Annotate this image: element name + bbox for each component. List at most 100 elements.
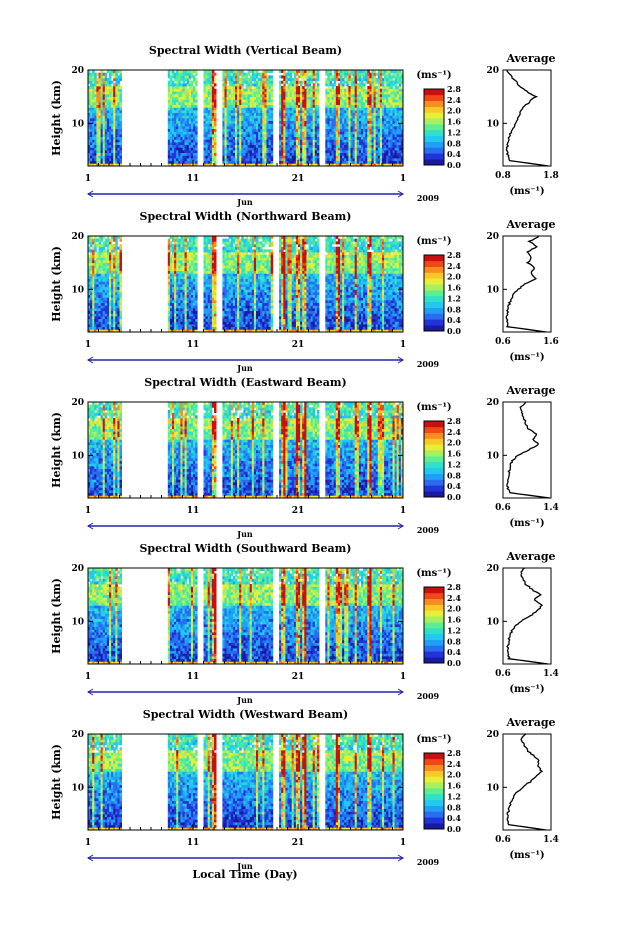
average-y-tick-label: 10 [486, 119, 499, 129]
colorbar-tick-label: 1.6 [447, 117, 461, 127]
colorbar-unit: (ms⁻¹) [416, 402, 451, 413]
colorbar-segment [424, 261, 444, 267]
colorbar-tick-label: 2.0 [447, 272, 461, 282]
x-tick-label: 11 [187, 174, 200, 184]
colorbar-segment [424, 628, 444, 634]
heatmap-cells [88, 236, 403, 332]
x-tick-label: 21 [292, 340, 305, 350]
colorbar-tick-label: 2.0 [447, 604, 461, 614]
average-y-tick-label: 20 [486, 232, 499, 242]
average-frame [503, 236, 551, 332]
y-tick-label: 10 [71, 783, 84, 793]
y-tick-label: 20 [71, 232, 84, 242]
x-tick-label: 21 [292, 838, 305, 848]
x-tick-label: 11 [187, 340, 200, 350]
year-label: 2009 [417, 857, 440, 867]
average-x-tick-label: 1.4 [543, 835, 559, 845]
average-unit: (ms⁻¹) [509, 186, 544, 197]
average-y-tick-label: 10 [486, 617, 499, 627]
year-label: 2009 [417, 525, 440, 535]
colorbar-tick-label: 2.4 [447, 261, 461, 271]
colorbar-segment [424, 142, 444, 148]
panel-title: Spectral Width (Eastward Beam) [144, 376, 346, 389]
colorbar-segment [424, 462, 444, 468]
x-tick-label: 11 [187, 838, 200, 848]
colorbar-segment [424, 439, 444, 445]
colorbar-segment [424, 325, 444, 331]
x-tick-label: 1 [85, 340, 91, 350]
colorbar-segment [424, 302, 444, 308]
average-x-tick-label: 0.6 [495, 337, 511, 347]
colorbar-segment [424, 806, 444, 812]
panel-3: Spectral Width (Eastward Beam)Height (km… [50, 376, 559, 539]
x-tick-label: 21 [292, 174, 305, 184]
colorbar-segment [424, 296, 444, 302]
colorbar-tick-label: 2.4 [447, 593, 461, 603]
figure-canvas: Spectral Width (Vertical Beam) Height (km… [0, 0, 623, 931]
heatmap-cells [88, 568, 403, 664]
colorbar-tick-label: 2.8 [447, 250, 461, 260]
colorbar-tick-label: 0.4 [447, 481, 461, 491]
colorbar-segment [424, 474, 444, 480]
colorbar-segment [424, 118, 444, 124]
colorbar-tick-label: 2.0 [447, 770, 461, 780]
colorbar-unit: (ms⁻¹) [416, 734, 451, 745]
colorbar-tick-label: 2.8 [447, 748, 461, 758]
y-axis-label: Height (km) [50, 80, 63, 156]
panel-5: Spectral Width (Westward Beam)Height (km… [50, 708, 559, 871]
year-label: 2009 [417, 359, 440, 369]
average-unit: (ms⁻¹) [509, 684, 544, 695]
colorbar-tick-label: 2.8 [447, 582, 461, 592]
average-unit: (ms⁻¹) [509, 518, 544, 529]
average-title: Average [505, 384, 555, 397]
y-axis-label: Height (km) [50, 578, 63, 654]
colorbar-segment [424, 421, 444, 427]
average-y-tick-label: 20 [486, 66, 499, 76]
spectral-width-figure: Spectral Width (Vertical Beam) Height (km… [0, 0, 623, 931]
colorbar-tick-label: 0.8 [447, 636, 461, 646]
colorbar-segment [424, 101, 444, 107]
x-tick-label: 1 [400, 340, 406, 350]
colorbar-segment [424, 800, 444, 806]
colorbar-segment [424, 622, 444, 628]
colorbar-segment [424, 753, 444, 759]
colorbar-tick-label: 0.0 [447, 160, 461, 170]
y-tick-label: 10 [71, 451, 84, 461]
average-x-tick-label: 0.8 [495, 171, 511, 181]
x-tick-label: 1 [400, 838, 406, 848]
average-title: Average [505, 716, 555, 729]
average-x-tick-label: 0.6 [495, 669, 511, 679]
colorbar-segment [424, 771, 444, 777]
colorbar-segment [424, 765, 444, 771]
colorbar-segment [424, 255, 444, 261]
average-y-tick-label: 10 [486, 451, 499, 461]
x-tick-label: 1 [85, 838, 91, 848]
colorbar-tick-label: 1.2 [447, 293, 461, 303]
colorbar-segment [424, 599, 444, 605]
panel-title: Spectral Width (Vertical Beam) [149, 44, 342, 57]
average-x-tick-label: 0.6 [495, 503, 511, 513]
average-profile-line [506, 236, 546, 332]
average-frame [503, 402, 551, 498]
colorbar-tick-label: 2.4 [447, 427, 461, 437]
colorbar-segment [424, 485, 444, 491]
y-axis-label: Height (km) [50, 246, 63, 322]
colorbar-unit: (ms⁻¹) [416, 236, 451, 247]
colorbar-tick-label: 0.8 [447, 802, 461, 812]
colorbar-segment [424, 616, 444, 622]
x-tick-label: 1 [85, 672, 91, 682]
colorbar-segment [424, 153, 444, 159]
colorbar-tick-label: 0.0 [447, 492, 461, 502]
colorbar-segment [424, 782, 444, 788]
panel-title: Spectral Width (Southward Beam) [139, 542, 351, 555]
colorbar-segment [424, 640, 444, 646]
colorbar-segment [424, 267, 444, 273]
colorbar-segment [424, 107, 444, 113]
heatmap-cells [88, 402, 403, 498]
colorbar-tick-label: 2.4 [447, 95, 461, 105]
colorbar-tick-label: 2.8 [447, 84, 461, 94]
x-tick-label: 1 [400, 672, 406, 682]
colorbar-tick-label: 2.0 [447, 438, 461, 448]
colorbar-segment [424, 427, 444, 433]
y-tick-label: 20 [71, 66, 84, 76]
